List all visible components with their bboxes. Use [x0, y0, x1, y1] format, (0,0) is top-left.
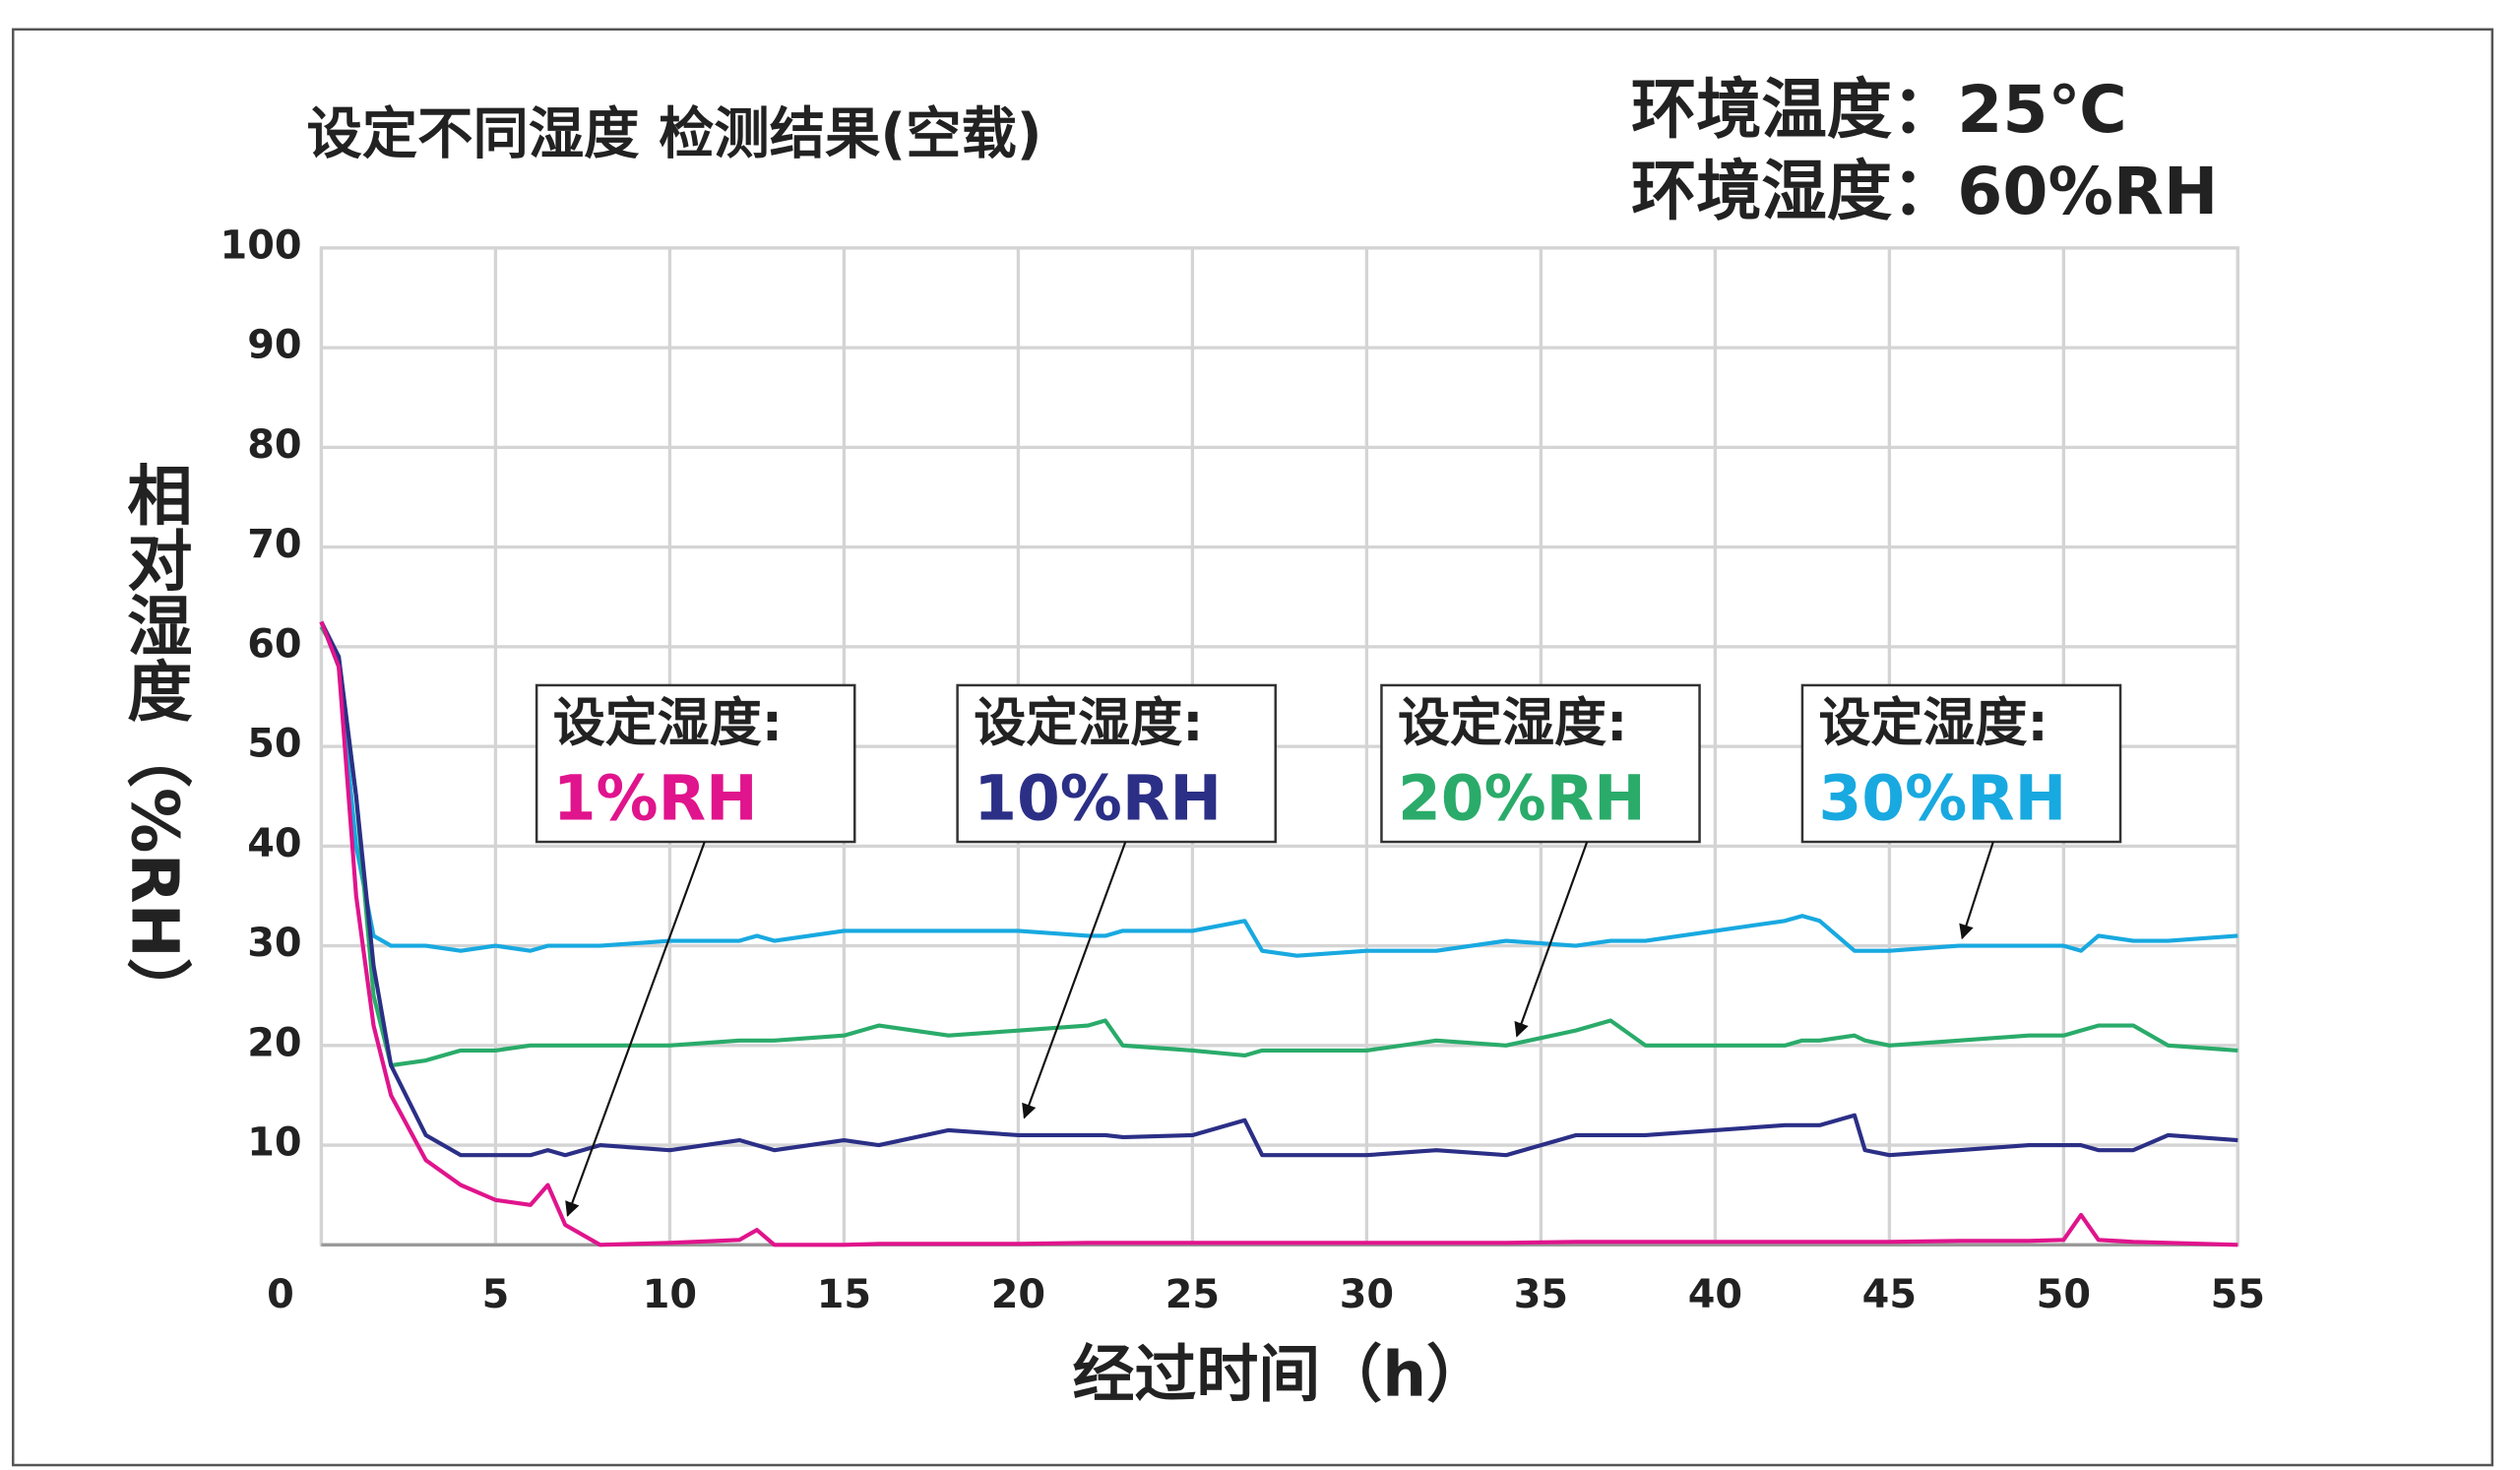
- y-tick-label: 10: [247, 1120, 301, 1166]
- y-tick-label: 30: [247, 921, 301, 966]
- x-tick-label: 5: [482, 1272, 510, 1317]
- x-tick-label: 55: [2211, 1272, 2265, 1317]
- y-tick-label: 80: [247, 422, 301, 468]
- annotation-box: [956, 683, 1277, 844]
- subtitle: 环境温度：25℃: [1631, 71, 2127, 148]
- frame: [12, 28, 2494, 1467]
- series-line: [319, 620, 2238, 1247]
- subtitle: 环境湿度：60%RH: [1631, 153, 2218, 229]
- x-tick-label: 10: [643, 1272, 697, 1317]
- y-tick-label: 50: [247, 722, 301, 767]
- x-tick-label: 20: [991, 1272, 1045, 1317]
- chart-title: 设定不同湿度 检测结果(空载): [307, 102, 1042, 166]
- series-line: [319, 620, 2238, 1158]
- annotation-text: 设定湿度:: [1398, 692, 1627, 753]
- annotation-arrow: [565, 841, 706, 1217]
- series-line: [319, 620, 2238, 958]
- annotation-text: 设定湿度:: [1819, 692, 2048, 753]
- x-tick-label: 50: [2037, 1272, 2091, 1317]
- y-tick-label: 20: [247, 1020, 301, 1065]
- y-axis-label: 相对湿度（%RH）: [116, 462, 193, 1024]
- legend-label: 20%RH: [1398, 762, 1646, 834]
- x-tick-label: 25: [1166, 1272, 1220, 1317]
- legend-label: 30%RH: [1819, 762, 2067, 834]
- annotation-arrow: [1022, 841, 1127, 1119]
- annotation-box: [1380, 683, 1701, 844]
- x-tick-label: 15: [817, 1272, 871, 1317]
- y-tick-label: 70: [247, 522, 301, 567]
- x-tick-label: 0: [267, 1272, 294, 1317]
- annotation-arrow: [1959, 841, 1994, 940]
- x-tick-label: 40: [1688, 1272, 1742, 1317]
- x-tick-label: 30: [1340, 1272, 1394, 1317]
- legend-label: 10%RH: [974, 762, 1222, 834]
- y-tick-label: 60: [247, 621, 301, 667]
- annotation-box: [1800, 683, 2122, 844]
- annotation-text: 设定湿度:: [974, 692, 1203, 753]
- y-tick-label: 100: [220, 223, 302, 268]
- annotation-text: 设定湿度:: [553, 692, 783, 753]
- series-line: [319, 625, 2238, 1068]
- x-axis-label: 经过时间（h）: [1072, 1338, 1488, 1410]
- x-tick-label: 45: [1862, 1272, 1917, 1317]
- x-tick-label: 35: [1514, 1272, 1568, 1317]
- annotation-box: [535, 683, 856, 844]
- y-tick-label: 40: [247, 821, 301, 866]
- y-tick-label: 90: [247, 323, 301, 368]
- annotation-arrow: [1514, 841, 1589, 1038]
- legend-label: 1%RH: [553, 762, 758, 834]
